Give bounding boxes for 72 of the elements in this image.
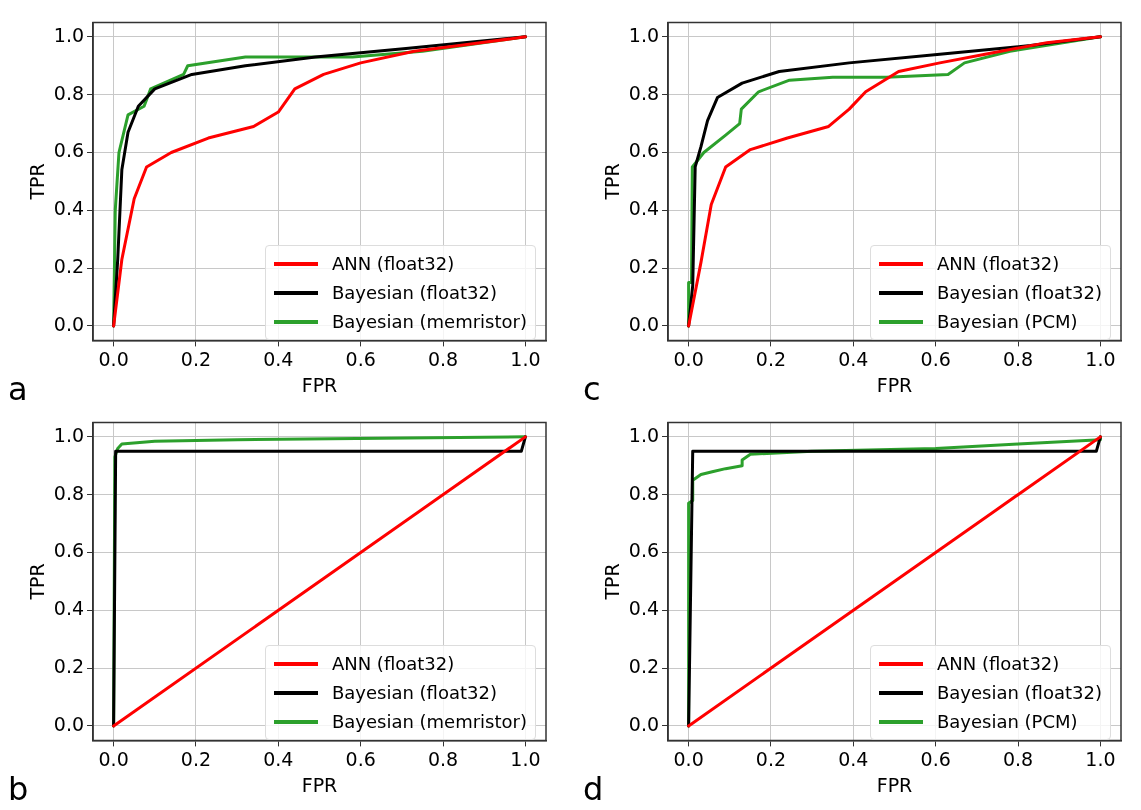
x-tick-label: 0.0 bbox=[98, 747, 129, 770]
legend-label: Bayesian (memristor) bbox=[331, 710, 527, 735]
y-tick-label: 1.0 bbox=[628, 23, 660, 46]
x-tick-label: 1.0 bbox=[510, 347, 541, 370]
y-tick-label: 0.8 bbox=[628, 481, 660, 504]
x-tick-label: 0.8 bbox=[427, 347, 459, 370]
x-axis-title: FPR bbox=[876, 773, 913, 796]
legend-label: Bayesian (PCM) bbox=[936, 710, 1078, 735]
x-tick-label: 0.0 bbox=[98, 347, 129, 370]
x-tick-label: 0.4 bbox=[263, 747, 294, 770]
x-tick-label: 1.0 bbox=[510, 747, 541, 770]
x-tick-label: 1.0 bbox=[1085, 747, 1116, 770]
x-tick-label: 1.0 bbox=[1085, 347, 1116, 370]
y-tick-label: 0.0 bbox=[628, 712, 660, 735]
y-tick-label: 0.2 bbox=[53, 255, 85, 278]
y-tick-label: 0.8 bbox=[628, 81, 660, 104]
y-tick-label: 0.2 bbox=[628, 655, 660, 678]
y-tick-label: 0.6 bbox=[628, 539, 660, 562]
y-tick-label: 0.6 bbox=[53, 539, 85, 562]
y-axis-title: TPR bbox=[601, 163, 624, 201]
legend-label: Bayesian (float32) bbox=[936, 281, 1102, 306]
legend-label: Bayesian (float32) bbox=[936, 681, 1102, 706]
x-tick-label: 0.6 bbox=[920, 747, 951, 770]
x-tick-label: 0.0 bbox=[673, 347, 704, 370]
text: a bbox=[8, 370, 28, 408]
legend-label: Bayesian (PCM) bbox=[936, 310, 1078, 335]
y-tick-label: 0.8 bbox=[53, 81, 85, 104]
y-tick-label: 0.6 bbox=[53, 139, 85, 162]
text: d bbox=[583, 770, 604, 808]
x-axis-title: FPR bbox=[876, 373, 913, 396]
x-tick-label: 0.4 bbox=[263, 347, 294, 370]
x-tick-label: 0.2 bbox=[755, 747, 787, 770]
x-tick-label: 0.0 bbox=[673, 747, 704, 770]
y-tick-label: 0.6 bbox=[628, 139, 660, 162]
y-axis-title: TPR bbox=[26, 163, 49, 201]
x-tick-label: 0.2 bbox=[180, 347, 212, 370]
x-tick-label: 0.2 bbox=[180, 747, 212, 770]
y-tick-label: 0.4 bbox=[53, 197, 85, 220]
text: b bbox=[8, 770, 29, 808]
legend-label: ANN (float32) bbox=[936, 252, 1060, 277]
y-tick-label: 0.0 bbox=[628, 312, 660, 335]
y-tick-label: 0.2 bbox=[628, 255, 660, 278]
x-tick-label: 0.8 bbox=[427, 747, 459, 770]
y-tick-label: 0.2 bbox=[53, 655, 85, 678]
x-tick-label: 0.6 bbox=[345, 347, 376, 370]
y-tick-label: 1.0 bbox=[53, 23, 85, 46]
x-axis-title: FPR bbox=[301, 373, 338, 396]
y-tick-label: 0.4 bbox=[628, 197, 660, 220]
text: c bbox=[583, 370, 601, 408]
legend-label: Bayesian (memristor) bbox=[331, 310, 527, 335]
y-tick-label: 1.0 bbox=[53, 423, 85, 446]
legend-label: Bayesian (float32) bbox=[331, 681, 497, 706]
x-tick-label: 0.4 bbox=[838, 747, 869, 770]
y-tick-label: 0.4 bbox=[53, 597, 85, 620]
y-tick-label: 0.8 bbox=[53, 481, 85, 504]
y-tick-label: 0.4 bbox=[628, 597, 660, 620]
x-tick-label: 0.8 bbox=[1002, 347, 1034, 370]
x-axis-title: FPR bbox=[301, 773, 338, 796]
x-tick-label: 0.2 bbox=[755, 347, 787, 370]
legend-label: ANN (float32) bbox=[331, 252, 455, 277]
x-tick-label: 0.8 bbox=[1002, 747, 1034, 770]
x-tick-label: 0.6 bbox=[345, 747, 376, 770]
legend-label: ANN (float32) bbox=[936, 652, 1060, 677]
y-tick-label: 0.0 bbox=[53, 312, 85, 335]
legend-label: Bayesian (float32) bbox=[331, 281, 497, 306]
x-tick-label: 0.6 bbox=[920, 347, 951, 370]
legend-label: ANN (float32) bbox=[331, 652, 455, 677]
y-axis-title: TPR bbox=[601, 563, 624, 601]
y-tick-label: 0.0 bbox=[53, 712, 85, 735]
y-tick-label: 1.0 bbox=[628, 423, 660, 446]
y-axis-title: TPR bbox=[26, 563, 49, 601]
x-tick-label: 0.4 bbox=[838, 347, 869, 370]
